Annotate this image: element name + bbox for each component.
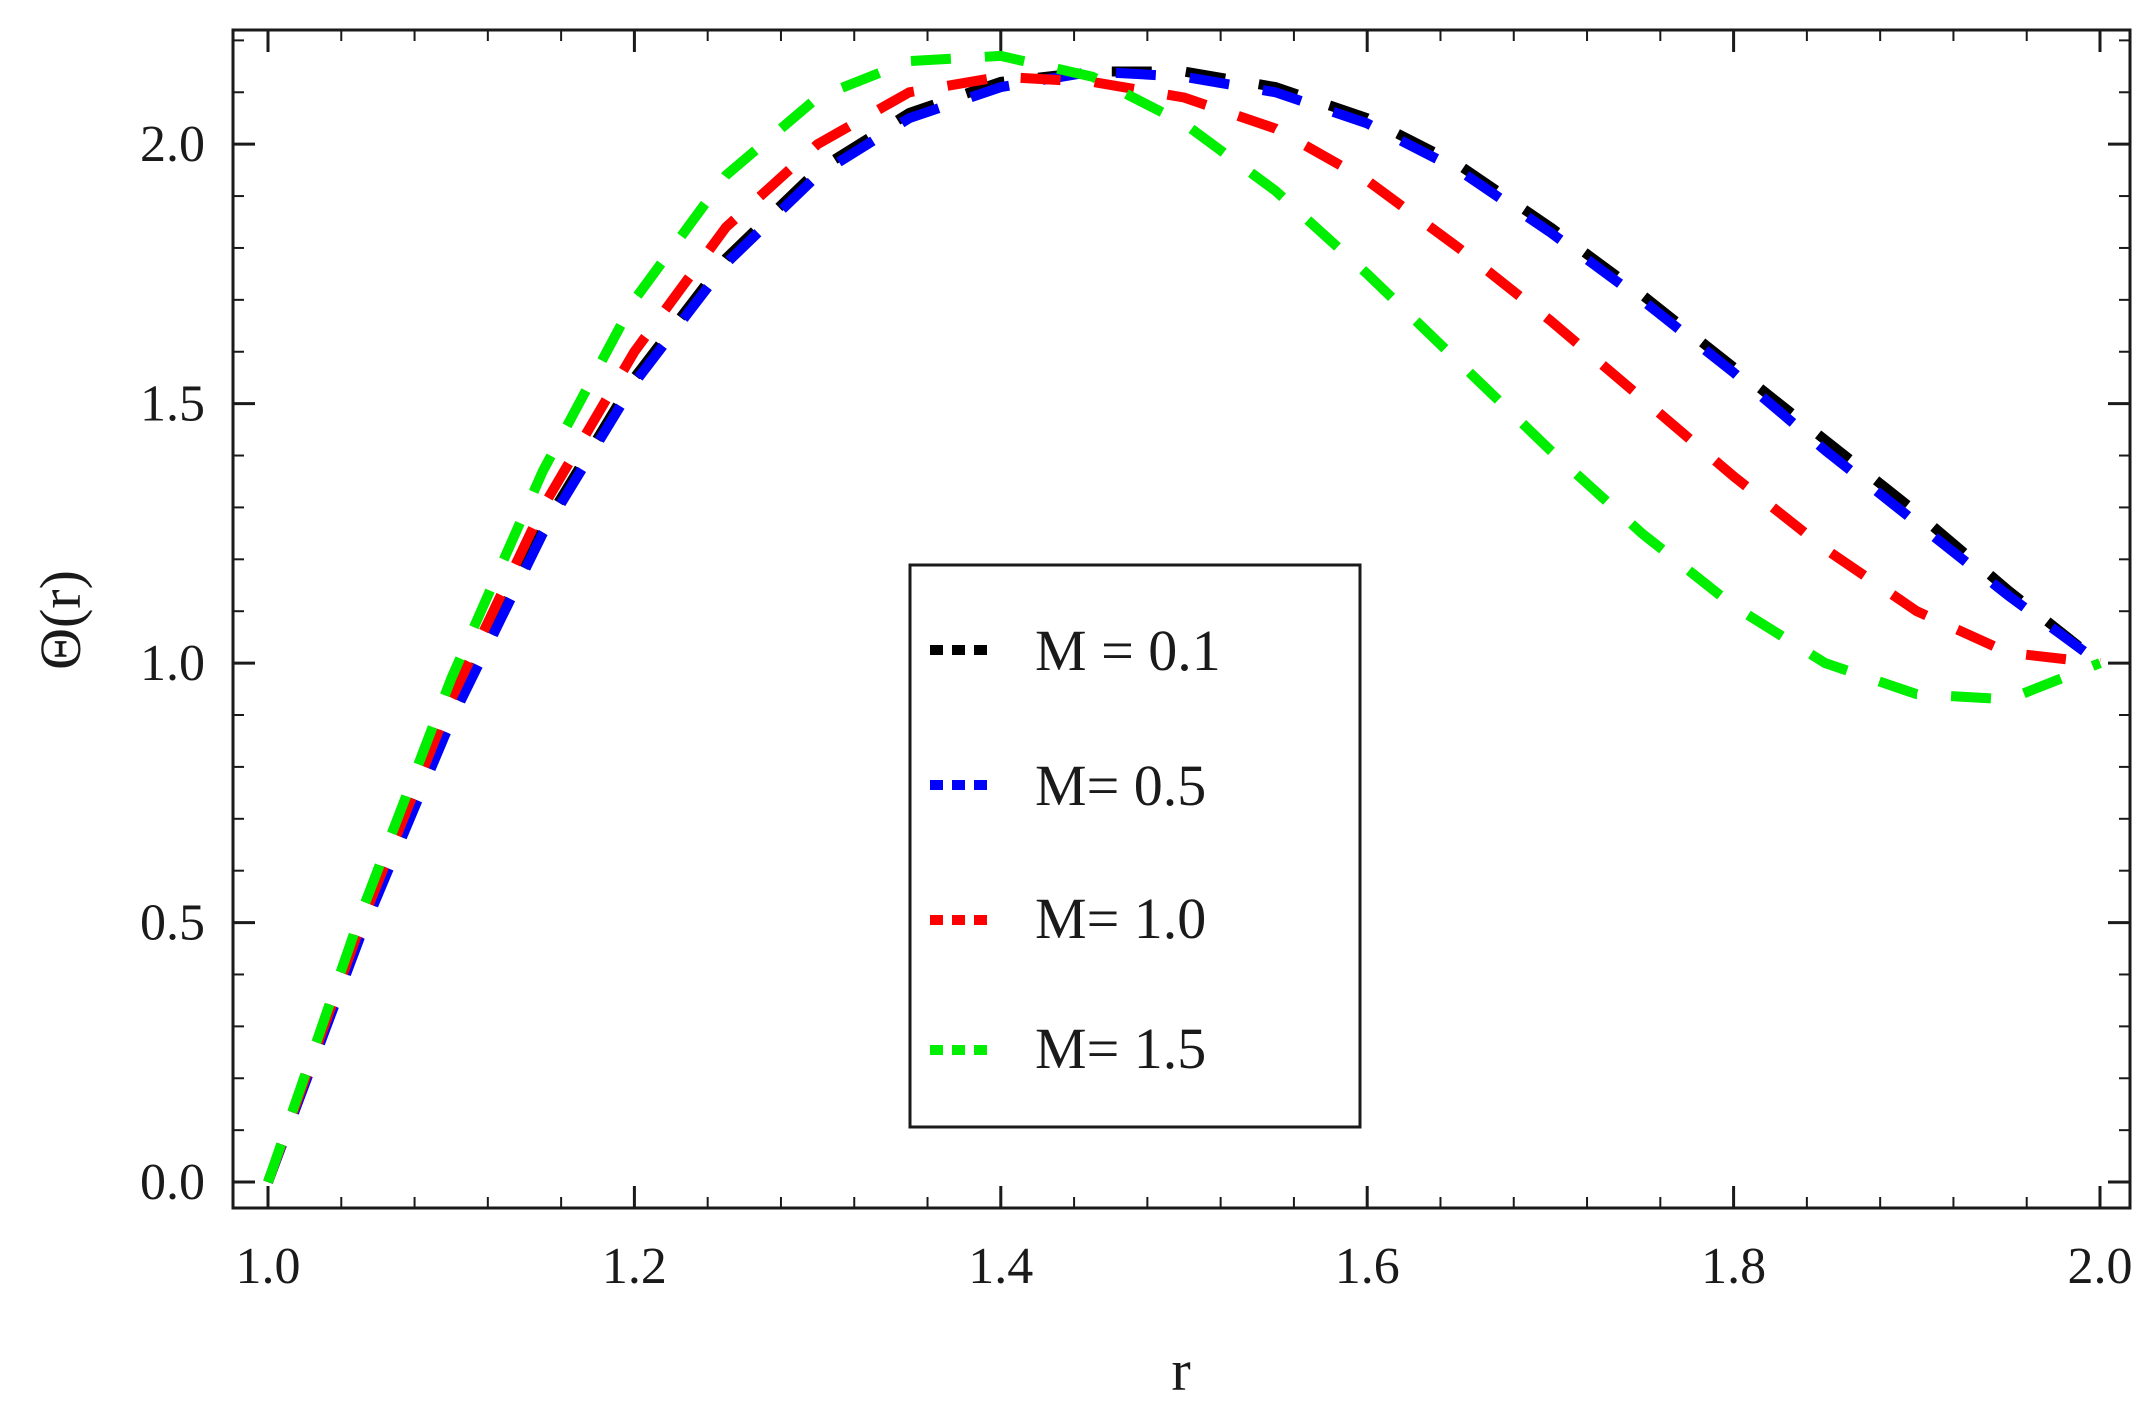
- legend-label: M= 1.5: [1035, 1016, 1206, 1081]
- legend: M = 0.1 M= 0.5 M= 1.0 M= 1.5: [908, 563, 1362, 1129]
- legend-item: M= 1.0: [930, 886, 1206, 951]
- series-line: [263, 66, 2103, 1184]
- x-tick-label: 1.4: [968, 1238, 1033, 1295]
- x-tick-label: 1.6: [1335, 1238, 1400, 1295]
- y-tick-label: 0.5: [140, 895, 205, 952]
- y-tick-label: 1.5: [140, 376, 205, 433]
- series-lines: [263, 50, 2104, 1184]
- y-tick-label: 2.0: [140, 116, 205, 173]
- plot-frame: [231, 28, 2132, 1210]
- series-line: [263, 50, 2102, 1184]
- x-tick-label: 2.0: [2068, 1238, 2133, 1295]
- x-tick-label: 1.8: [1701, 1238, 1766, 1295]
- legend-item: M = 0.1: [930, 618, 1221, 683]
- legend-label: M= 0.5: [1035, 753, 1206, 818]
- series-line: [263, 71, 2101, 1184]
- y-tick-label: 1.0: [140, 635, 205, 692]
- x-tick-label: 1.2: [602, 1238, 667, 1295]
- x-tick-label: 1.0: [236, 1238, 301, 1295]
- legend-item: M= 1.5: [930, 1016, 1206, 1081]
- y-tick-label: 0.0: [140, 1154, 205, 1211]
- legend-box: [908, 563, 1362, 1129]
- x-axis-label: r: [1171, 1338, 1190, 1403]
- y-axis-label: Θ(r): [28, 570, 93, 670]
- legend-item: M= 0.5: [930, 753, 1206, 818]
- legend-label: M= 1.0: [1035, 886, 1206, 951]
- legend-label: M = 0.1: [1035, 618, 1221, 683]
- axis-ticks: 1.0 1.2 1.4 1.6 1.8 2.0 0.0 0.5 1.0 1.5 2.0: [140, 30, 2133, 1295]
